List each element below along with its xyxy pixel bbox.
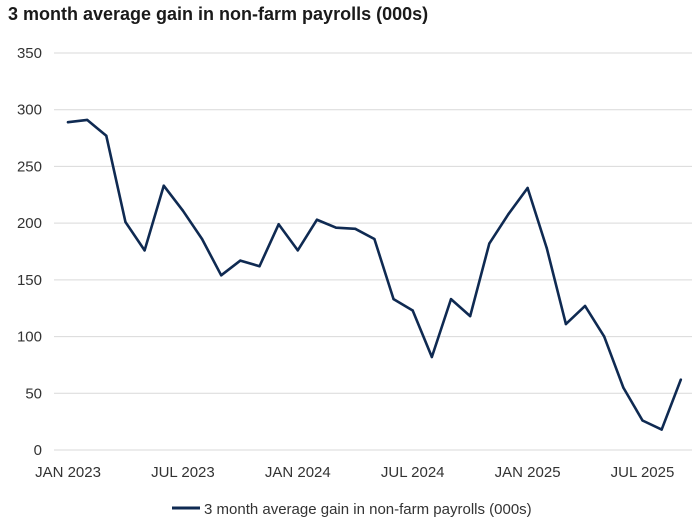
data-point-2025-03 — [564, 322, 568, 326]
y-tick-label-100: 100 — [17, 329, 42, 346]
data-points — [66, 118, 682, 431]
chart-title: 3 month average gain in non-farm payroll… — [8, 4, 429, 24]
x-tick-label-3: JUL 2024 — [381, 464, 445, 481]
x-tick-label-0: JAN 2023 — [35, 464, 101, 481]
data-point-2024-07 — [411, 309, 414, 312]
data-point-2023-08 — [200, 237, 204, 241]
data-point-2024-05 — [373, 237, 376, 241]
data-point-2024-12 — [507, 212, 510, 216]
data-point-2023-03 — [105, 134, 108, 138]
data-point-2025-04 — [583, 304, 587, 308]
y-axis-tick-labels: 0 50 100 150 200 250 300 350 — [17, 45, 42, 459]
data-point-2023-12 — [277, 223, 280, 226]
data-point-2025-01 — [526, 186, 529, 190]
legend: 3 month average gain in non-farm payroll… — [172, 501, 532, 518]
y-tick-label-0: 0 — [34, 442, 42, 459]
data-point-2023-09 — [220, 274, 223, 277]
data-point-2024-11 — [488, 242, 491, 245]
y-tick-label-300: 300 — [17, 102, 42, 119]
data-point-2025-08 — [660, 428, 663, 431]
y-tick-label-350: 350 — [17, 45, 42, 62]
data-point-2025-09 — [679, 378, 682, 381]
x-axis-tick-labels: JAN 2023 JUL 2023 JAN 2024 JUL 2024 JAN 2025… — [35, 464, 674, 481]
data-point-2023-05 — [143, 249, 146, 252]
data-point-2024-08 — [430, 355, 434, 359]
legend-label: 3 month average gain in non-farm payroll… — [204, 501, 532, 518]
data-point-2025-02 — [545, 246, 548, 250]
data-point-2023-07 — [181, 209, 185, 212]
data-point-2024-06 — [392, 297, 395, 301]
gridlines — [54, 52, 692, 451]
data-point-2024-04 — [354, 227, 357, 231]
data-point-2024-03 — [334, 226, 338, 229]
data-point-2023-06 — [162, 184, 165, 187]
data-point-2023-01 — [66, 120, 70, 124]
data-point-2024-10 — [468, 314, 472, 318]
data-point-2023-02 — [85, 118, 89, 122]
y-tick-label-150: 150 — [17, 272, 42, 289]
x-tick-label-1: JUL 2023 — [151, 464, 215, 481]
data-point-2025-05 — [603, 335, 606, 338]
data-point-2025-07 — [641, 419, 644, 422]
y-tick-label-250: 250 — [17, 158, 42, 175]
x-tick-label-5: JUL 2025 — [611, 464, 675, 481]
x-tick-label-4: JAN 2025 — [495, 464, 561, 481]
data-point-2023-04 — [124, 220, 127, 224]
x-tick-label-2: JAN 2024 — [265, 464, 331, 481]
data-point-2024-09 — [449, 297, 453, 301]
data-point-2023-10 — [239, 259, 242, 262]
data-point-2025-06 — [622, 386, 625, 389]
y-tick-label-50: 50 — [25, 385, 42, 402]
data-point-2024-02 — [315, 218, 319, 221]
y-tick-label-200: 200 — [17, 215, 42, 232]
data-point-2024-01 — [296, 249, 299, 252]
data-point-2023-11 — [258, 265, 261, 268]
